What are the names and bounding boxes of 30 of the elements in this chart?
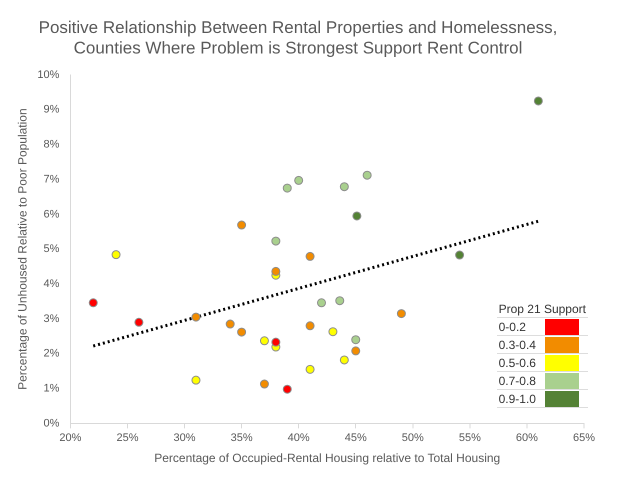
y-tick-label: 3% bbox=[44, 312, 60, 325]
x-tick-label: 45% bbox=[344, 432, 367, 444]
x-tick-label: 65% bbox=[572, 432, 596, 444]
x-tick-label: 20% bbox=[59, 432, 82, 444]
y-tick-label: 4% bbox=[44, 278, 60, 290]
chart-title: Positive Relationship Between Rental Properties and Homelessness, Counties Where Problem is Strongest Support Rent Control bbox=[38, 18, 558, 58]
x-tick-label: 35% bbox=[230, 432, 253, 444]
y-tick-label: 6% bbox=[44, 208, 60, 220]
x-tick-label: 55% bbox=[458, 432, 482, 444]
legend-label: 0.5-0.6 bbox=[498, 356, 537, 370]
legend-label: 0.7-0.8 bbox=[498, 374, 537, 388]
x-tick-label: 50% bbox=[402, 432, 424, 444]
x-tick-label: 30% bbox=[174, 432, 196, 444]
y-tick-label: 5% bbox=[44, 243, 60, 256]
y-tick-label: 9% bbox=[44, 104, 60, 116]
y-tick-label: 1% bbox=[44, 382, 60, 395]
legend-title: Prop 21 Support bbox=[496, 301, 588, 318]
y-tick-label: 7% bbox=[44, 173, 60, 186]
x-tick-label: 40% bbox=[288, 432, 310, 444]
y-tick-label: 8% bbox=[44, 138, 60, 151]
y-axis-title: Percentage of Unhoused Relative to Poor Population bbox=[16, 108, 30, 390]
x-tick-label: 60% bbox=[516, 432, 538, 444]
legend-label: 0.3-0.4 bbox=[498, 338, 537, 352]
y-tick-label: 0% bbox=[44, 417, 60, 430]
y-tick-label: 2% bbox=[44, 348, 60, 360]
y-tick-label: 10% bbox=[37, 68, 60, 81]
x-axis-title: Percentage of Occupied-Rental Housing relative to Total Housing bbox=[154, 451, 500, 466]
legend-label: 0.9-1.0 bbox=[498, 392, 537, 406]
x-tick-label: 25% bbox=[116, 432, 139, 444]
legend-label: 0-0.2 bbox=[498, 320, 527, 334]
